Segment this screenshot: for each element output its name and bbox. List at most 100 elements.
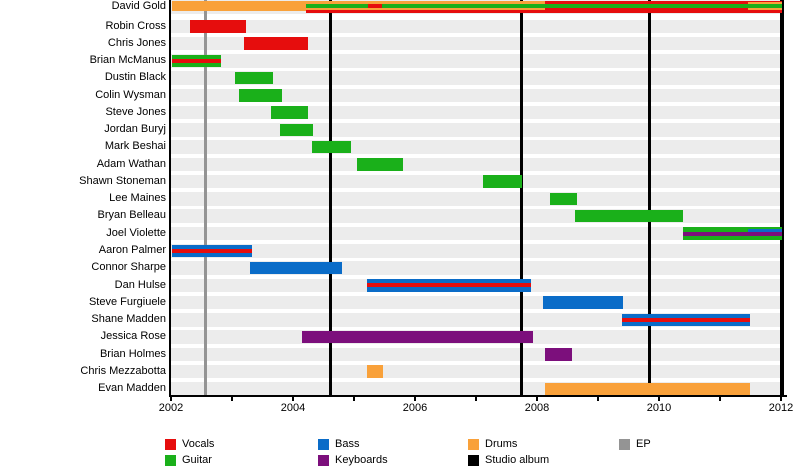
member-label: Chris Mezzabotta	[80, 364, 166, 377]
member-label: Bryan Belleau	[97, 209, 167, 222]
x-axis-tick-label: 2004	[280, 402, 306, 414]
ep-release-line	[203, 0, 207, 395]
x-axis-tick-label: 2002	[158, 402, 184, 414]
timeline-bar-keyboards	[544, 348, 572, 361]
legend-swatch-vocals	[165, 439, 176, 450]
member-label: Brian McManus	[89, 54, 166, 67]
legend-label-keyboards: Keyboards	[335, 454, 388, 466]
x-axis-tick-label: 2012	[768, 402, 794, 414]
legend-label-guitar: Guitar	[182, 454, 212, 466]
timeline-bar-vocals	[368, 3, 383, 8]
studio-album-release-line	[328, 0, 332, 395]
legend-swatch-drums	[468, 439, 479, 450]
timeline-bar-bass	[543, 296, 623, 309]
timeline-bar-drums	[748, 2, 783, 4]
x-axis-tick	[780, 397, 782, 401]
timeline-bar-guitar	[482, 175, 523, 188]
member-label: Jessica Rose	[100, 330, 166, 343]
legend-swatch-keyboards	[318, 455, 329, 466]
member-label: Connor Sharpe	[91, 261, 166, 274]
timeline-bar-guitar	[357, 158, 403, 171]
member-row-band	[170, 157, 782, 172]
x-axis-line	[169, 395, 787, 397]
timeline-bar-drums	[366, 365, 384, 378]
legend-swatch-studio_album	[468, 455, 479, 466]
x-axis-tick	[231, 397, 233, 401]
member-row-band	[170, 36, 782, 51]
timeline-bar-bass	[748, 228, 783, 232]
member-row-band	[170, 71, 782, 85]
member-label: Robin Cross	[105, 19, 166, 32]
timeline-bar-drums	[748, 7, 783, 11]
member-label: Adam Wathan	[96, 157, 166, 170]
x-axis-tick	[292, 397, 294, 401]
x-axis-tick	[597, 397, 599, 401]
x-axis-tick	[536, 397, 538, 401]
timeline-bar-vocals	[172, 58, 222, 63]
member-label: Jordan Buryj	[104, 123, 166, 136]
member-label: Steve Furgiuele	[88, 295, 166, 308]
member-row-band	[170, 174, 782, 189]
member-row-band	[170, 192, 782, 206]
member-row-band	[170, 88, 782, 103]
timeline-bar-vocals	[244, 37, 309, 50]
member-row-band	[170, 105, 782, 120]
member-label: Evan Madden	[98, 382, 166, 395]
member-label: Dan Hulse	[114, 278, 166, 291]
timeline-bar-drums	[305, 0, 545, 4]
member-row-band	[170, 54, 782, 68]
legend-swatch-bass	[318, 439, 329, 450]
timeline-bar-guitar	[280, 123, 314, 137]
timeline-bar-guitar	[549, 192, 578, 206]
timeline-bar-vocals	[621, 317, 750, 322]
member-label: Lee Maines	[109, 192, 166, 205]
member-row-band	[170, 140, 782, 154]
timeline-bar-guitar	[238, 89, 282, 102]
member-label: Dustin Black	[104, 71, 166, 84]
timeline-bar-drums	[172, 0, 306, 11]
timeline-bar-vocals	[172, 248, 253, 253]
timeline-bar-guitar	[271, 106, 309, 119]
studio-album-release-line	[780, 0, 785, 395]
x-axis-tick	[658, 397, 660, 401]
x-axis-tick-label: 2008	[524, 402, 550, 414]
legend-swatch-ep	[619, 439, 630, 450]
member-label: Shane Madden	[91, 313, 166, 326]
timeline-bar-keyboards	[302, 330, 533, 344]
member-label: Aaron Palmer	[98, 244, 166, 256]
timeline-bar-drums	[544, 382, 750, 396]
legend-label-studio_album: Studio album	[485, 454, 550, 466]
member-row-band	[170, 209, 782, 223]
member-row-band	[170, 295, 782, 310]
timeline-bar-guitar	[305, 3, 783, 8]
member-label: Shawn Stoneman	[79, 174, 166, 187]
member-label: David Gold	[111, 0, 166, 12]
member-label: Colin Wysman	[95, 88, 166, 101]
member-row-band	[170, 123, 782, 137]
plot-left-border	[169, 0, 171, 397]
member-label: Mark Beshai	[104, 140, 166, 153]
x-axis-tick-label: 2010	[646, 402, 672, 414]
legend-label-ep: EP	[636, 438, 651, 450]
timeline-bar-guitar	[311, 140, 351, 154]
legend-label-vocals: Vocals	[182, 438, 215, 450]
member-row-band	[170, 244, 782, 258]
member-label: Brian Holmes	[99, 347, 166, 360]
x-axis-tick	[719, 397, 721, 401]
legend-label-bass: Bass	[335, 438, 360, 450]
x-axis-tick	[414, 397, 416, 401]
timeline-bar-guitar	[574, 209, 683, 223]
member-label: Joel Violette	[106, 226, 166, 239]
studio-album-release-line	[519, 0, 523, 395]
member-label: Steve Jones	[105, 105, 166, 118]
x-axis-tick	[353, 397, 355, 401]
legend-swatch-guitar	[165, 455, 176, 466]
x-axis-tick	[170, 397, 172, 401]
timeline-bar-guitar	[235, 71, 273, 85]
timeline-bar-keyboards	[682, 231, 783, 237]
member-row-band	[170, 19, 782, 33]
timeline-bar-drums	[305, 7, 545, 11]
x-axis-tick-label: 2006	[402, 402, 428, 414]
studio-album-release-line	[648, 0, 652, 395]
